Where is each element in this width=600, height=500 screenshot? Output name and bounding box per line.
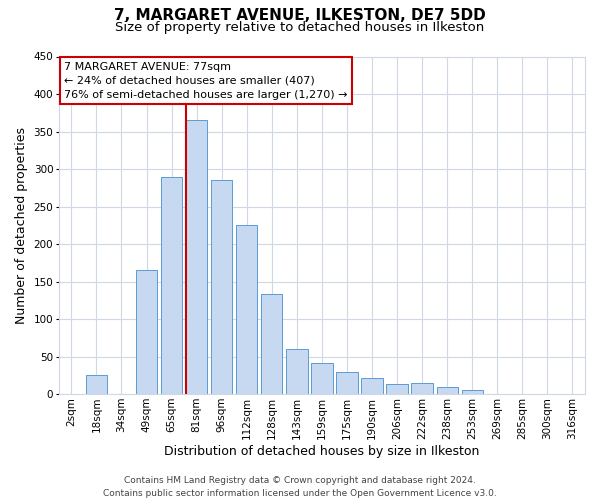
Bar <box>311 362 332 394</box>
Bar <box>361 378 383 394</box>
X-axis label: Distribution of detached houses by size in Ilkeston: Distribution of detached houses by size … <box>164 444 479 458</box>
Bar <box>186 120 208 394</box>
Bar <box>161 176 182 394</box>
Y-axis label: Number of detached properties: Number of detached properties <box>15 127 28 324</box>
Text: Size of property relative to detached houses in Ilkeston: Size of property relative to detached ho… <box>115 21 485 34</box>
Bar <box>236 226 257 394</box>
Bar <box>337 372 358 394</box>
Bar <box>211 180 232 394</box>
Bar <box>461 390 483 394</box>
Bar <box>386 384 408 394</box>
Text: 7, MARGARET AVENUE, ILKESTON, DE7 5DD: 7, MARGARET AVENUE, ILKESTON, DE7 5DD <box>114 8 486 22</box>
Text: 7 MARGARET AVENUE: 77sqm
← 24% of detached houses are smaller (407)
76% of semi-: 7 MARGARET AVENUE: 77sqm ← 24% of detach… <box>64 62 347 100</box>
Text: Contains HM Land Registry data © Crown copyright and database right 2024.
Contai: Contains HM Land Registry data © Crown c… <box>103 476 497 498</box>
Bar <box>437 386 458 394</box>
Bar <box>261 294 283 394</box>
Bar <box>412 383 433 394</box>
Bar <box>286 349 308 394</box>
Bar <box>136 270 157 394</box>
Bar <box>86 376 107 394</box>
